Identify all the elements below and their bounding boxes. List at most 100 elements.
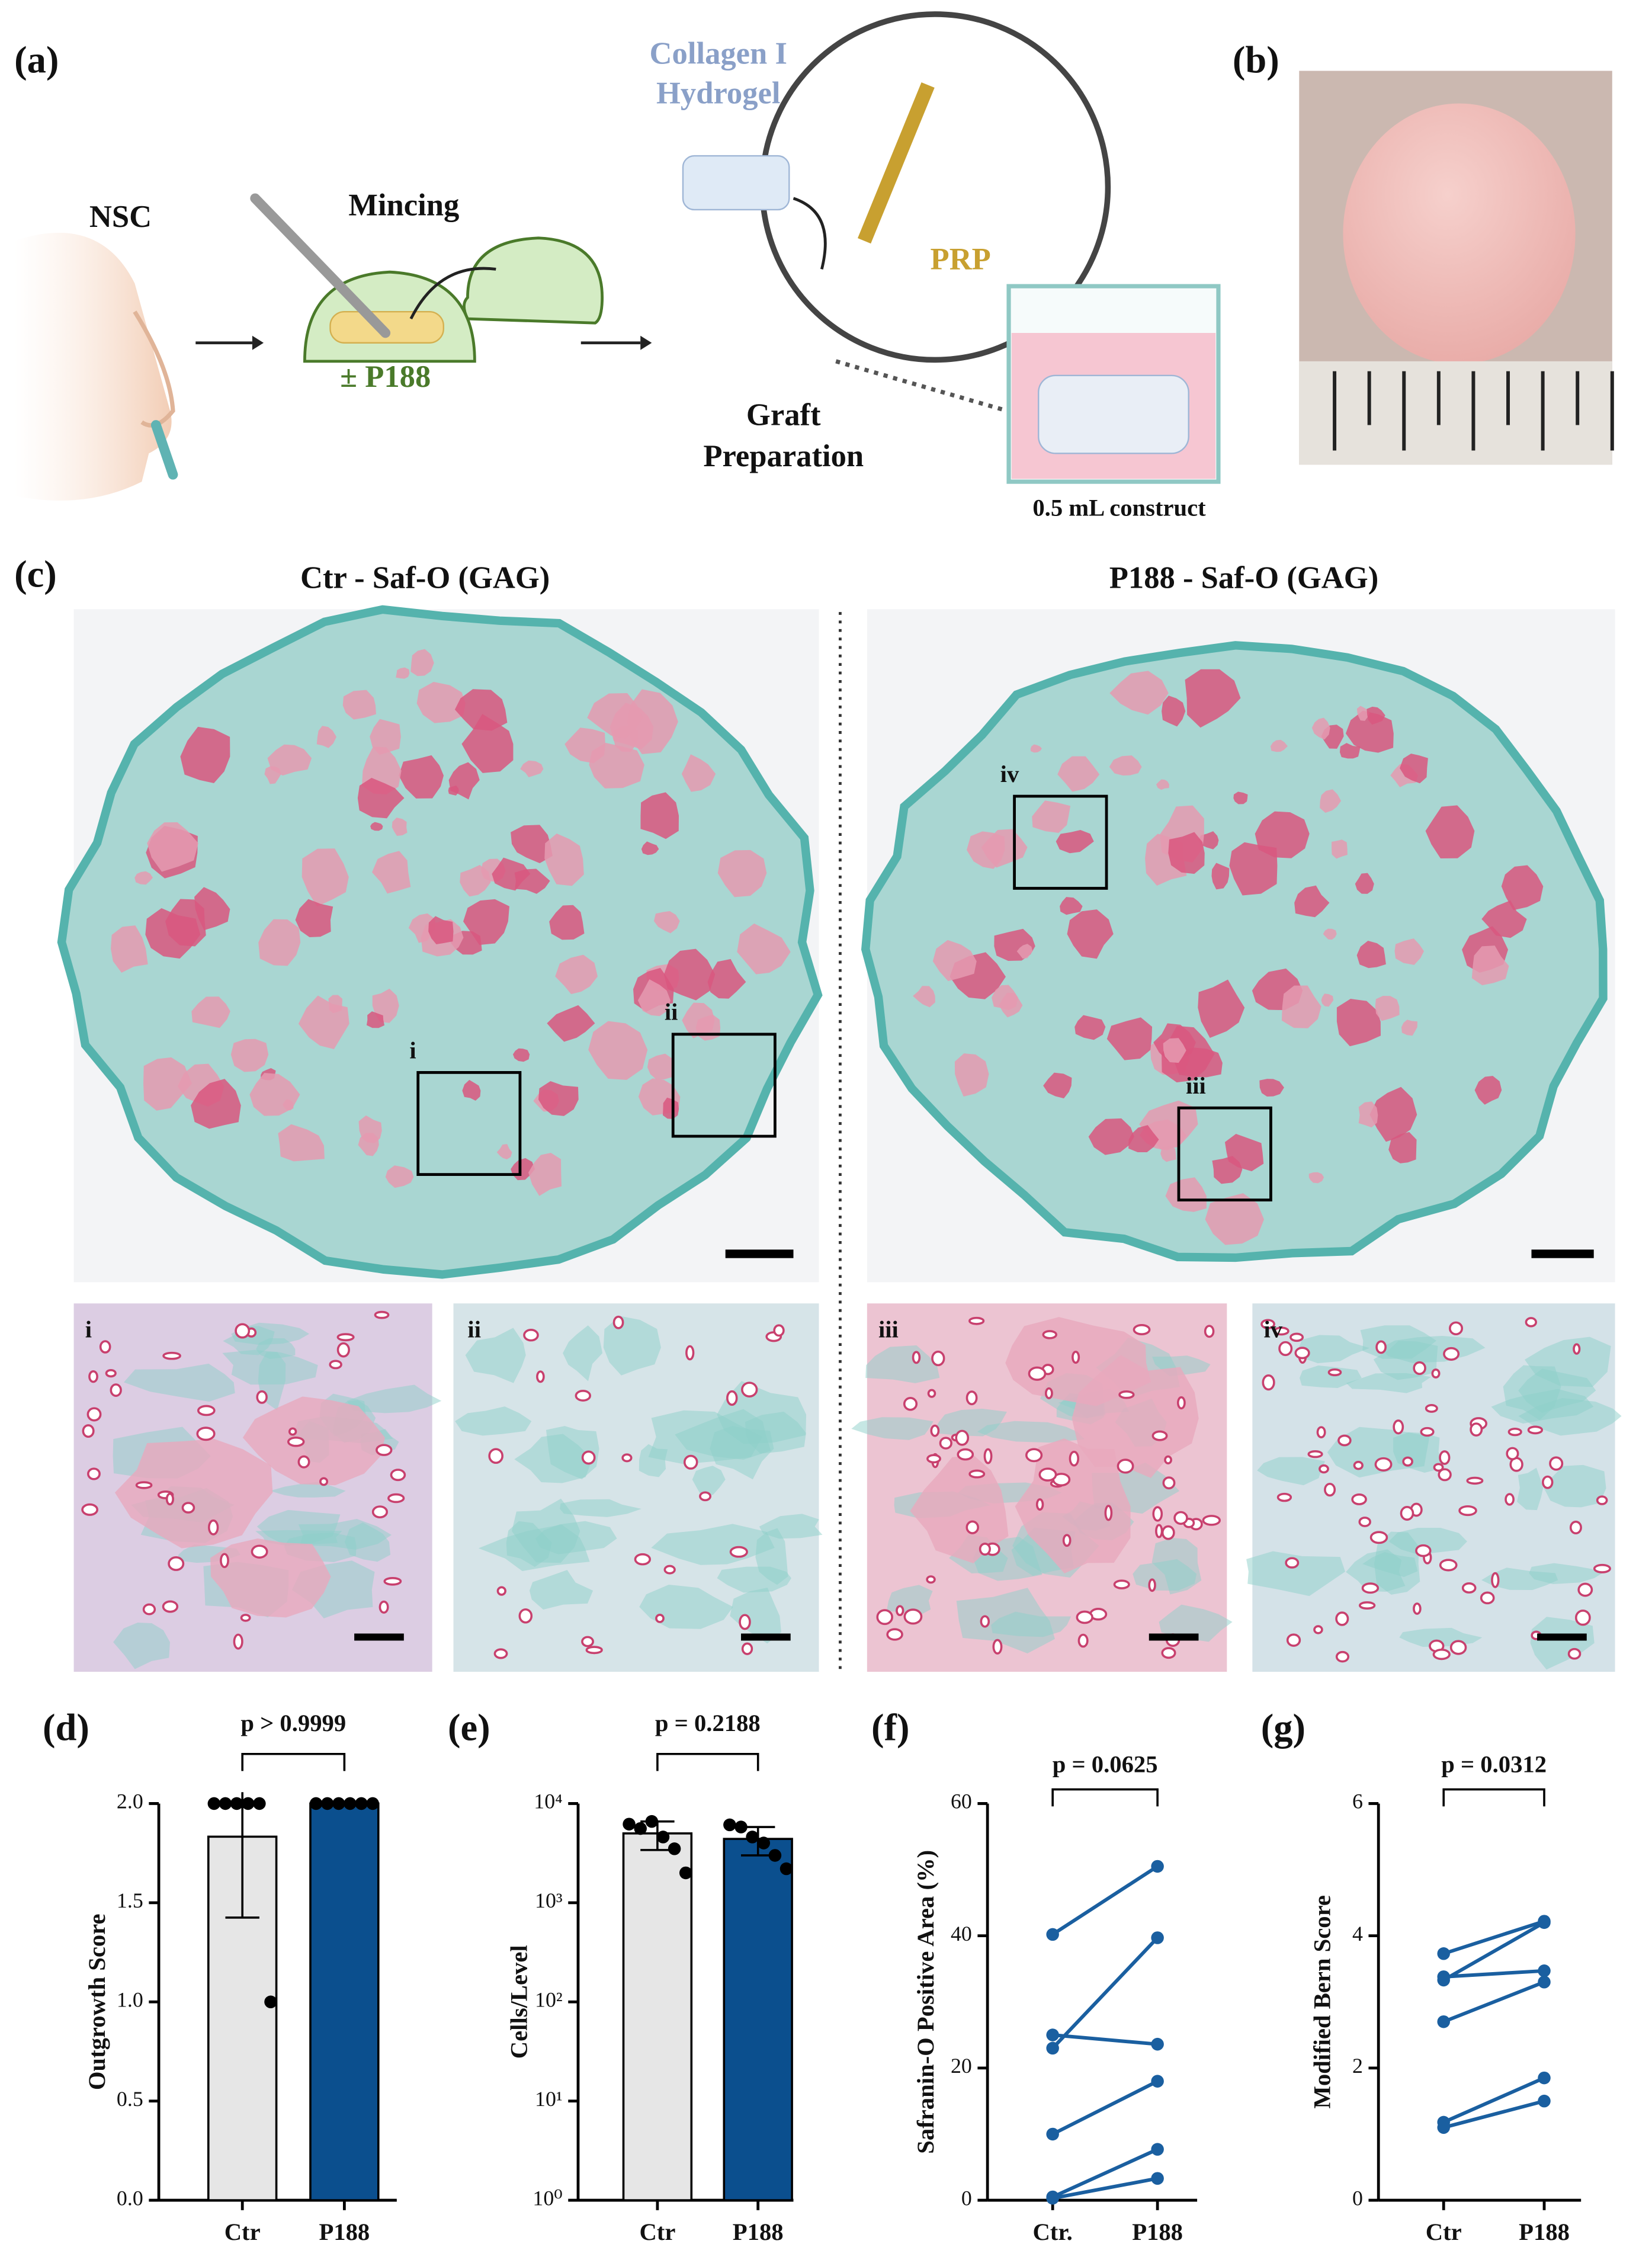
matrix bbox=[1381, 1335, 1486, 1363]
panel-label: (b) bbox=[1233, 38, 1279, 81]
cell bbox=[1324, 1482, 1336, 1497]
stain-spot bbox=[1162, 695, 1186, 727]
data-point bbox=[1046, 2041, 1059, 2055]
stain-spot bbox=[663, 948, 716, 1001]
matrix bbox=[1525, 1336, 1611, 1387]
y-tick-label: 10³ bbox=[535, 1889, 563, 1912]
stain-spot bbox=[1388, 1131, 1417, 1163]
stain-spot bbox=[1128, 1125, 1159, 1153]
scale-bar bbox=[1537, 1633, 1587, 1641]
cell bbox=[955, 1429, 970, 1446]
y-tick-label: 0 bbox=[961, 2186, 972, 2210]
matrix bbox=[1257, 1457, 1326, 1486]
cell bbox=[634, 1553, 652, 1566]
hydrogel bbox=[682, 155, 790, 211]
cell bbox=[612, 1315, 624, 1329]
cell bbox=[1148, 1578, 1156, 1592]
cell bbox=[726, 1390, 738, 1406]
stain-spot bbox=[396, 667, 410, 679]
cell bbox=[165, 1492, 174, 1506]
x-tick-label: P188 bbox=[319, 2219, 370, 2245]
stain-spot bbox=[1016, 944, 1033, 959]
cell bbox=[287, 1436, 305, 1447]
cell bbox=[208, 1519, 219, 1536]
stain-spot bbox=[1339, 743, 1361, 759]
matrix bbox=[1151, 1538, 1202, 1595]
paired-line bbox=[1443, 2099, 1545, 2130]
panel-label: (f) bbox=[871, 1706, 910, 1748]
cell bbox=[1374, 1457, 1393, 1472]
scale-bar bbox=[1149, 1633, 1199, 1641]
data-point bbox=[1151, 1931, 1164, 1944]
scale-bar bbox=[725, 1249, 794, 1258]
cell bbox=[1044, 1387, 1053, 1399]
cell bbox=[1393, 1419, 1404, 1435]
cell bbox=[142, 1603, 156, 1615]
cell bbox=[376, 1444, 393, 1456]
matrix bbox=[465, 1328, 526, 1383]
cell bbox=[1062, 1534, 1072, 1547]
stain-spot bbox=[428, 916, 454, 944]
stain-spot bbox=[637, 979, 671, 1017]
construct-photo bbox=[1343, 103, 1576, 364]
y-tick-label: 10¹ bbox=[535, 2087, 563, 2111]
stain-spot bbox=[1168, 832, 1205, 874]
stain-spot bbox=[999, 992, 1023, 1018]
stain-spot bbox=[512, 1048, 530, 1062]
cell bbox=[1439, 1450, 1451, 1465]
stain-spot bbox=[460, 865, 491, 897]
cell bbox=[1337, 1434, 1352, 1447]
cell bbox=[585, 1646, 603, 1655]
stain-spot bbox=[1229, 842, 1278, 896]
stain-spot bbox=[1501, 865, 1544, 911]
stain-spot bbox=[1356, 706, 1370, 721]
stain-spot bbox=[462, 1079, 481, 1101]
stain-spot bbox=[1198, 979, 1245, 1038]
stain-spot bbox=[366, 1011, 385, 1028]
stain-spot bbox=[1355, 873, 1374, 894]
stain-spot bbox=[358, 1115, 382, 1143]
cell bbox=[939, 1437, 952, 1450]
y-tick-label: 60 bbox=[951, 1790, 972, 1813]
stain-spot bbox=[1366, 706, 1385, 725]
cartilage bbox=[329, 310, 444, 344]
stain-spot bbox=[1400, 754, 1428, 784]
cell bbox=[1525, 1317, 1537, 1328]
matrix bbox=[1246, 1551, 1346, 1597]
stain-spot bbox=[258, 919, 301, 966]
cell bbox=[488, 1448, 503, 1464]
ruler-ticks bbox=[1333, 371, 1614, 451]
cell bbox=[1425, 1404, 1438, 1413]
cell bbox=[523, 1329, 539, 1342]
y-axis-title: Cells/Level bbox=[506, 1945, 533, 2059]
cell bbox=[1449, 1640, 1467, 1655]
stain-spot bbox=[1067, 909, 1114, 959]
stain-spot bbox=[564, 727, 605, 764]
stain-spot bbox=[641, 841, 659, 855]
brush bbox=[150, 420, 178, 480]
matrix bbox=[851, 1417, 934, 1440]
data-point bbox=[1151, 2075, 1164, 2088]
data-point bbox=[1538, 1916, 1551, 1929]
cell bbox=[1173, 1511, 1188, 1525]
cell bbox=[1152, 1506, 1163, 1522]
stain-spot bbox=[588, 1021, 648, 1080]
cell bbox=[1260, 1319, 1275, 1329]
stain-spot bbox=[1375, 996, 1400, 1021]
inset-label: ii bbox=[467, 1316, 481, 1342]
cell bbox=[181, 1502, 195, 1514]
y-tick-label: 2 bbox=[1352, 2054, 1363, 2078]
y-tick-label: 20 bbox=[951, 2054, 972, 2078]
stain-spot bbox=[1074, 1015, 1106, 1040]
matrix bbox=[977, 1421, 1085, 1443]
cell bbox=[1276, 1492, 1292, 1502]
y-tick-label: 6 bbox=[1352, 1790, 1363, 1813]
cell bbox=[1596, 1495, 1608, 1505]
inset-label: i bbox=[85, 1316, 92, 1342]
y-tick-label: 10² bbox=[535, 1988, 563, 2011]
cell bbox=[575, 1389, 591, 1402]
data-point bbox=[355, 1797, 368, 1810]
x-tick-label: P188 bbox=[1519, 2219, 1570, 2245]
stain-spot bbox=[454, 689, 508, 731]
stain-spot bbox=[1425, 805, 1475, 859]
